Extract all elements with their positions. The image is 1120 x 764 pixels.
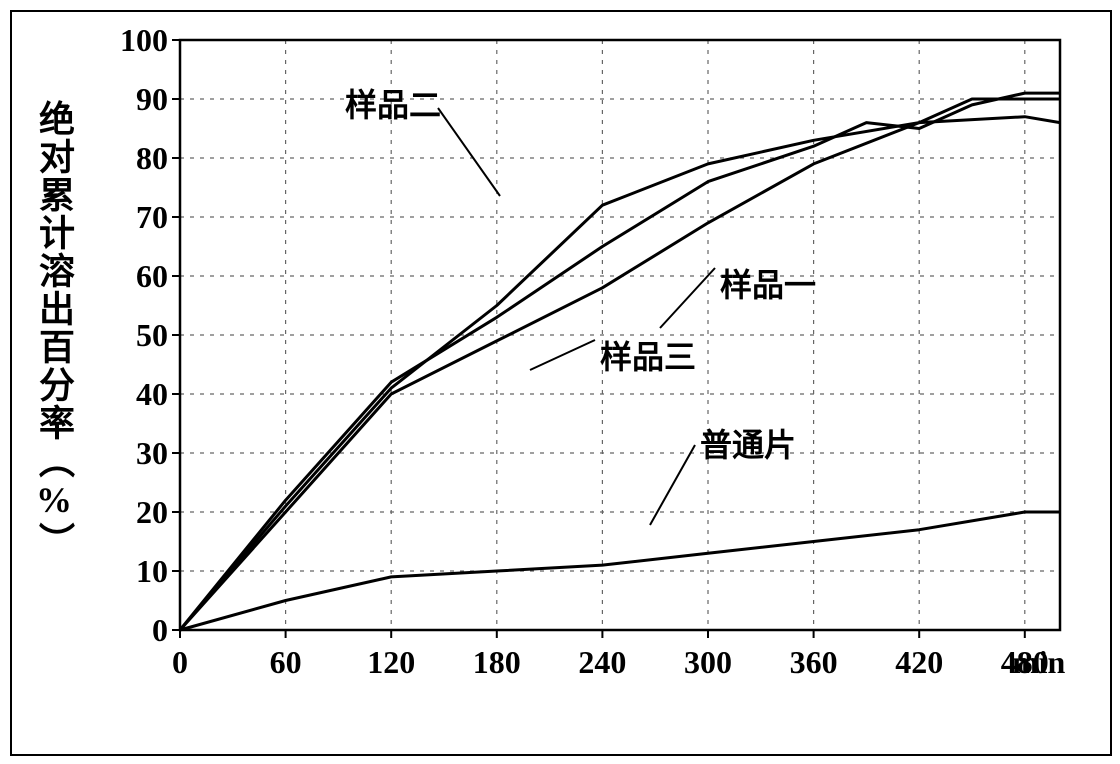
series-label: 样品二 [345,80,441,126]
x-tick-label: 180 [467,644,527,681]
series-label: 样品三 [600,332,696,378]
series-label: 样品一 [720,260,816,306]
chart-container: 绝对累计溶出百分率（%） 0102030405060708090100 0601… [0,0,1120,764]
y-tick-label: 60 [108,258,168,295]
x-tick-label: 240 [572,644,632,681]
y-tick-label: 40 [108,376,168,413]
y-tick-label: 20 [108,494,168,531]
y-tick-label: 50 [108,317,168,354]
x-axis-unit: min [1012,644,1065,681]
x-tick-label: 120 [361,644,421,681]
x-tick-label: 300 [678,644,738,681]
y-tick-label: 70 [108,199,168,236]
x-tick-label: 360 [784,644,844,681]
y-tick-label: 30 [108,435,168,472]
y-tick-label: 90 [108,81,168,118]
x-tick-label: 420 [889,644,949,681]
x-tick-label: 60 [256,644,316,681]
y-tick-label: 80 [108,140,168,177]
x-tick-label: 0 [150,644,210,681]
y-tick-label: 100 [108,22,168,59]
series-label: 普通片 [700,420,796,466]
y-tick-label: 10 [108,553,168,590]
